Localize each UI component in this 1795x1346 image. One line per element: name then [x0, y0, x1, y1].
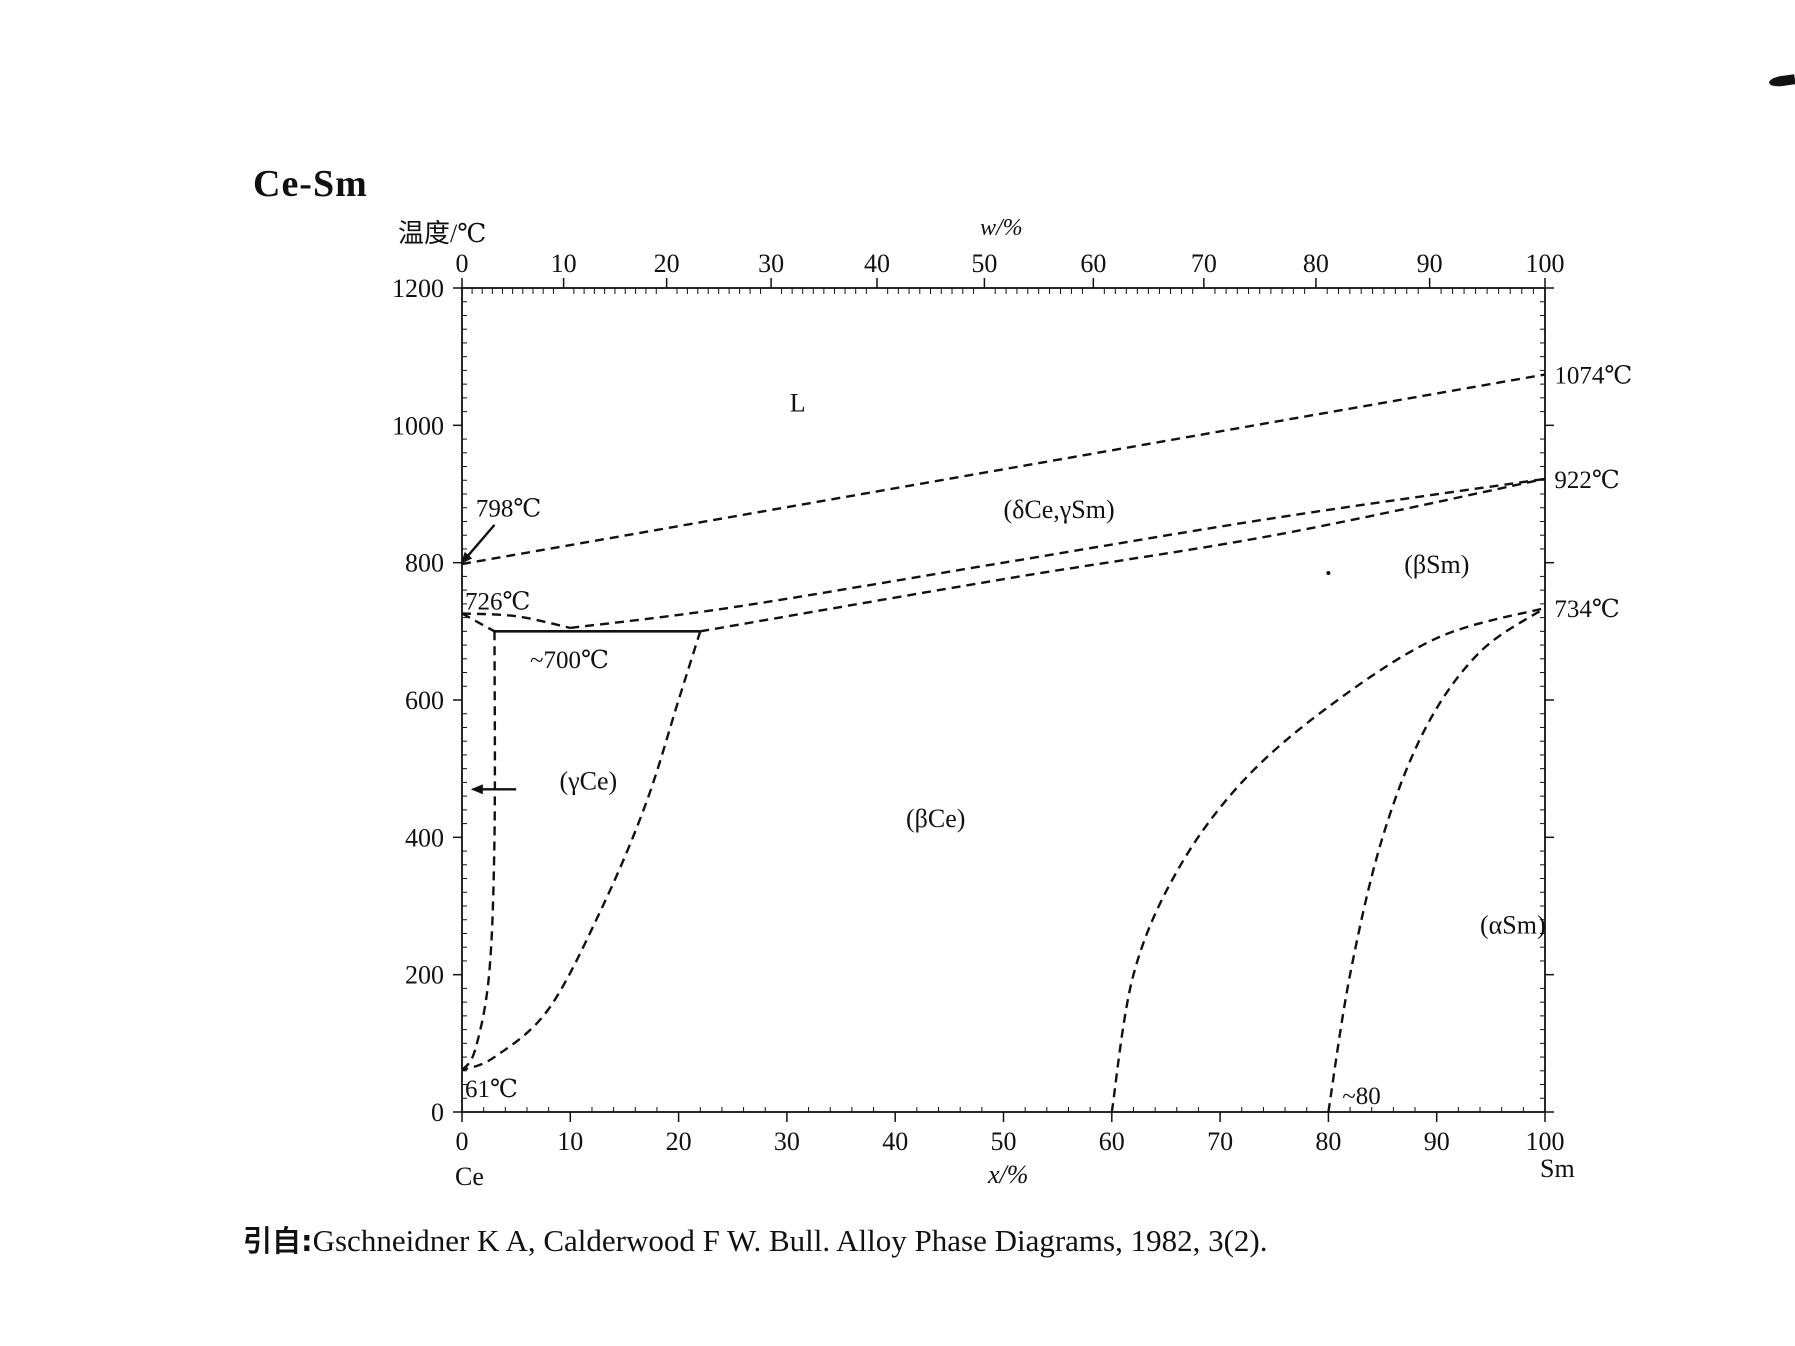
y-tick-label: 200: [405, 961, 444, 990]
top-tick-label: 20: [654, 249, 680, 278]
annotation-label: 61℃: [465, 1076, 518, 1103]
boundary-liquidus: [461, 373, 1546, 566]
plot-border: [461, 287, 1546, 1113]
annotation-label: 1074℃: [1554, 363, 1632, 390]
x-tick-label: 40: [882, 1127, 908, 1156]
y-tick-label: 800: [405, 549, 444, 578]
top-tick-label: 70: [1191, 249, 1217, 278]
y-tick-label: 400: [405, 823, 444, 852]
annotation-label: 726℃: [465, 588, 530, 615]
boundary-solidus: [570, 477, 1546, 630]
page-title: Ce-Sm: [253, 163, 368, 205]
top-tick-label: 50: [971, 249, 997, 278]
y-tick-label: 1000: [392, 411, 444, 440]
top-tick-label: 100: [1526, 249, 1565, 278]
x-tick-label: 30: [774, 1127, 800, 1156]
phase-label: (βCe): [906, 804, 965, 833]
annotation-label: 922℃: [1554, 467, 1619, 494]
top-tick-label: 30: [758, 249, 784, 278]
x-tick-label: 50: [991, 1127, 1017, 1156]
boundary-gammaCe-solvus: [460, 631, 497, 1071]
chart-labels: 温度/℃ w/% x/% Ce Sm L (δCe,γSm) (βSm) (βCe) (…: [398, 215, 1632, 1191]
phase-label: (αSm): [1480, 910, 1546, 939]
boundary-gammaCe-dome: [461, 612, 571, 630]
boundary-betaCe-solvus: [461, 630, 702, 1072]
y-tick-label: 1200: [392, 274, 444, 303]
phase-label: (βSm): [1404, 550, 1469, 579]
top-tick-label: 90: [1417, 249, 1443, 278]
phase-label: (δCe,γSm): [1004, 495, 1115, 524]
phase-boundaries: [460, 373, 1546, 1113]
y-tick-label: 0: [431, 1098, 444, 1127]
boundary-alphaSm-boundary-left: [1110, 606, 1546, 1113]
left-element-label: Ce: [455, 1162, 484, 1191]
x-tick-label: 60: [1099, 1127, 1125, 1156]
citation-text: Gschneidner K A, Calderwood F W. Bull. A…: [312, 1223, 1268, 1258]
top-tick-label: 40: [864, 249, 890, 278]
top-tick-label: 10: [551, 249, 577, 278]
phase-label: (γCe): [559, 766, 617, 795]
x-tick-label: 10: [557, 1127, 583, 1156]
annotation-label: 798℃: [476, 496, 541, 523]
annotation-label: ~80: [1342, 1083, 1381, 1110]
x-tick-label: 80: [1315, 1127, 1341, 1156]
x-tick-label: 90: [1424, 1127, 1450, 1156]
annotation-label: ~700℃: [530, 647, 609, 674]
top-tick-label: 60: [1080, 249, 1106, 278]
y-axis-label: 温度/℃: [398, 219, 486, 248]
citation: 引自:Gschneidner K A, Calderwood F W. Bull…: [243, 1218, 1268, 1260]
x-tick-label: 20: [666, 1127, 692, 1156]
phase-label: L: [790, 389, 806, 418]
boundary-gammaCe-top-left: [461, 612, 496, 633]
x-tick-label: 0: [456, 1127, 469, 1156]
top-tick-label: 0: [456, 249, 469, 278]
y-tick-label: 600: [405, 686, 444, 715]
arrow-798: [460, 524, 496, 565]
point-mark: [1326, 570, 1331, 575]
plot-frame: [461, 287, 1546, 1113]
bottom-axis-label: x/%: [987, 1160, 1028, 1189]
x-tick-label: 70: [1207, 1127, 1233, 1156]
boundary-betaSm-upper: [700, 477, 1546, 633]
annotation-label: 734℃: [1554, 596, 1619, 623]
top-tick-label: 80: [1303, 249, 1329, 278]
citation-prefix: 引自:: [243, 1224, 313, 1258]
right-element-label: Sm: [1540, 1154, 1575, 1183]
x-tick-label: 100: [1526, 1127, 1565, 1156]
boundary-alphaSm-boundary-right: [1327, 606, 1546, 1113]
top-axis-label: w/%: [980, 215, 1023, 241]
